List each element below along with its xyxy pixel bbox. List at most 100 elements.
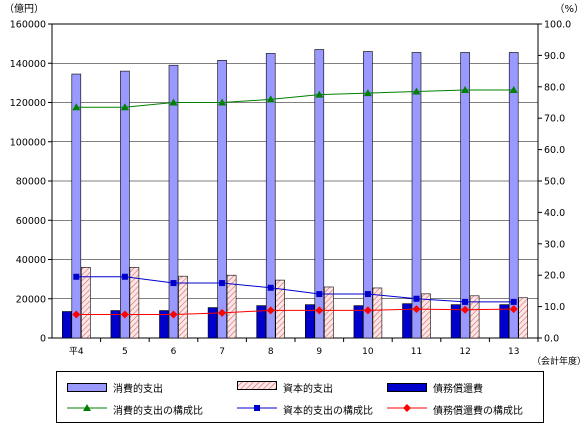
- x-tick-label: 9: [316, 347, 322, 357]
- legend-swatch-consumption-ratio: [67, 403, 107, 416]
- point-marker: [121, 273, 128, 280]
- bar: [421, 293, 431, 339]
- bar: [450, 304, 461, 339]
- left-axis-unit: （億円）: [4, 2, 44, 15]
- point-marker: [120, 103, 129, 111]
- right-axis-unit: （%）: [554, 3, 584, 15]
- point-marker: [363, 306, 372, 315]
- left-tick-label: 140000: [10, 59, 46, 70]
- bar: [61, 311, 72, 339]
- point-marker: [218, 98, 227, 106]
- legend-item-capital: 資本的支出: [237, 379, 333, 395]
- right-tick-label: 90.0: [544, 51, 565, 62]
- point-marker: [412, 87, 421, 95]
- bar: [469, 295, 480, 339]
- point-marker: [72, 103, 81, 111]
- point-marker: [73, 273, 80, 280]
- point-marker: [266, 95, 275, 103]
- point-marker: [462, 298, 469, 305]
- point-marker: [413, 295, 420, 302]
- bar: [129, 267, 140, 339]
- x-tick-label: 6: [171, 347, 177, 357]
- legend-swatch-capital: [237, 381, 277, 393]
- point-marker: [170, 280, 177, 287]
- legend: 消費的支出 資本的支出 債務償還費 消費的支出の構成比 資本的支出の構成比 債務…: [56, 371, 544, 423]
- bar: [217, 60, 227, 339]
- bar: [275, 279, 286, 339]
- bar: [168, 64, 179, 339]
- point-marker: [316, 291, 323, 298]
- legend-label-consumption-ratio: 消費的支出の構成比: [113, 405, 203, 417]
- left-tick-label: 20000: [16, 294, 46, 305]
- bar: [207, 307, 218, 339]
- left-tick-label: 0: [40, 334, 46, 345]
- legend-swatch-consumption: [67, 382, 107, 392]
- bar: [411, 52, 422, 339]
- legend-label-consumption: 消費的支出: [113, 383, 163, 395]
- bar: [71, 73, 82, 339]
- line-series: [72, 85, 518, 319]
- left-tick-label: 120000: [10, 98, 46, 109]
- series-line: [76, 308, 514, 315]
- point-marker: [72, 310, 81, 319]
- left-tick-label: 40000: [16, 255, 46, 266]
- x-tick-label: 8: [268, 347, 274, 357]
- bar: [353, 305, 364, 339]
- point-marker: [461, 85, 470, 93]
- legend-swatch-debt: [387, 382, 427, 392]
- bar: [81, 267, 91, 339]
- left-tick-label: 80000: [16, 177, 46, 188]
- left-tick-label: 160000: [10, 20, 46, 31]
- point-marker: [315, 306, 324, 315]
- point-marker: [412, 305, 421, 314]
- bar: [159, 310, 169, 339]
- legend-item-debt: 債務償還費: [387, 379, 483, 395]
- point-marker: [219, 280, 226, 287]
- legend-item-consumption: 消費的支出: [67, 379, 163, 395]
- point-marker: [363, 89, 372, 97]
- legend-label-capital: 資本的支出: [283, 383, 333, 395]
- legend-swatch-capital-ratio: [237, 403, 277, 416]
- bar: [120, 70, 130, 339]
- x-axis-label: （会計年度）: [532, 355, 586, 367]
- bar-series: [61, 49, 529, 339]
- point-marker: [169, 310, 178, 319]
- bar: [265, 53, 276, 339]
- legend-label-capital-ratio: 資本的支出の構成比: [283, 405, 373, 417]
- legend-item-capital-ratio: 資本的支出の構成比: [237, 401, 373, 417]
- bar: [256, 305, 267, 339]
- legend-label-debt-ratio: 債務償還費の構成比: [433, 405, 523, 417]
- legend-item-debt-ratio: 債務償還費の構成比: [387, 401, 523, 417]
- point-marker: [509, 305, 518, 314]
- right-tick-label: 10.0: [544, 302, 565, 313]
- left-tick-label: 100000: [10, 137, 46, 148]
- right-tick-label: 50.0: [544, 177, 565, 188]
- bar: [518, 297, 529, 339]
- bar: [178, 275, 188, 339]
- x-tick-label: 12: [459, 347, 470, 357]
- right-tick-label: 40.0: [544, 208, 565, 219]
- x-tick-label: 10: [362, 347, 374, 357]
- right-tick-label: 70.0: [544, 114, 565, 125]
- x-tick-label: 11: [411, 347, 422, 357]
- point-marker: [267, 284, 274, 291]
- x-tick-label: 13: [508, 347, 519, 357]
- legend-label-debt: 債務償還費: [433, 383, 483, 395]
- bar: [508, 52, 519, 339]
- right-tick-label: 80.0: [544, 82, 565, 93]
- right-axis: 0.0 10.0 20.0 30.0 40.0 50.0 60.0 70.0 80.0 90.0 1…: [538, 20, 571, 345]
- point-marker: [120, 310, 129, 319]
- right-tick-label: 60.0: [544, 145, 565, 156]
- point-marker: [218, 308, 227, 317]
- series-line: [76, 276, 514, 303]
- left-tick-label: 60000: [16, 216, 46, 227]
- bar: [372, 287, 383, 339]
- right-tick-label: 0.0: [544, 334, 559, 345]
- right-tick-label: 20.0: [544, 271, 565, 282]
- left-axis: 0 20000 40000 60000 80000 100000 120000 140000 1…: [10, 20, 52, 345]
- point-marker: [266, 306, 275, 315]
- bar: [402, 303, 412, 339]
- point-marker: [461, 305, 470, 314]
- bar: [226, 274, 237, 339]
